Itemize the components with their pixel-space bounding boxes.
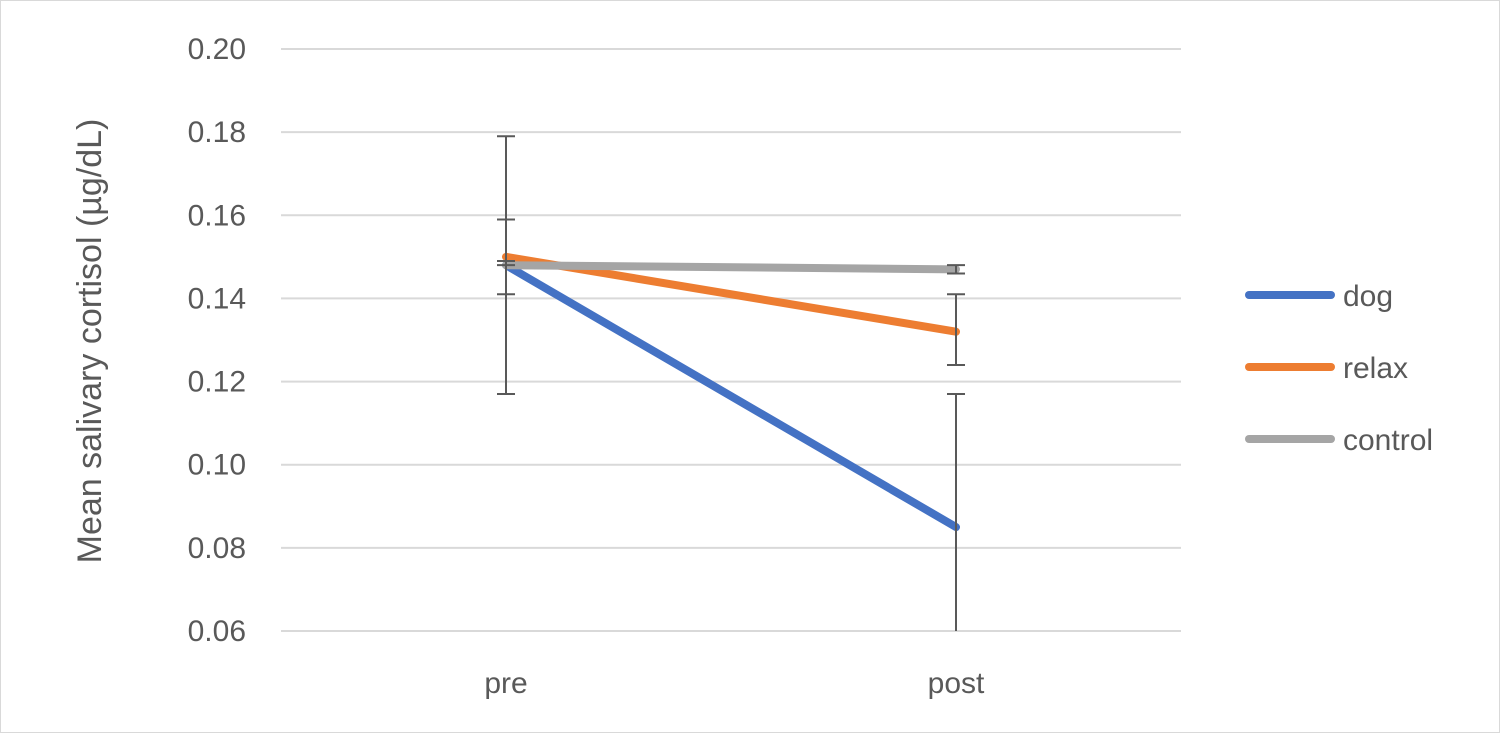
series-line-dog — [502, 261, 960, 532]
y-tick-label: 0.20 — [188, 33, 246, 66]
y-axis-title: Mean salivary cortisol (µg/dL) — [71, 119, 109, 564]
y-axis-tick-labels: 0.20 0.18 0.16 0.14 0.12 0.10 0.08 0.06 — [188, 33, 246, 648]
x-tick-label: pre — [484, 667, 527, 700]
y-tick-label: 0.16 — [188, 199, 246, 232]
legend-item-control: control — [1245, 424, 1433, 457]
error-bar-relax — [947, 293, 965, 366]
x-axis-tick-labels: pre post — [484, 667, 985, 700]
gridlines — [281, 48, 1181, 632]
legend-item-relax: relax — [1245, 352, 1408, 385]
y-tick-label: 0.10 — [188, 449, 246, 482]
error-bar-relax — [497, 218, 515, 296]
error-bar-dog — [947, 393, 965, 631]
y-tick-label: 0.06 — [188, 615, 246, 648]
y-tick-label: 0.12 — [188, 366, 246, 399]
y-tick-label: 0.14 — [188, 282, 246, 315]
y-tick-label: 0.08 — [188, 532, 246, 565]
y-tick-label: 0.18 — [188, 116, 246, 149]
error-bar-control — [947, 264, 965, 275]
error-bars — [497, 135, 965, 631]
legend-label: control — [1343, 424, 1433, 457]
error-bar-control — [497, 260, 515, 267]
legend-item-dog: dog — [1245, 280, 1393, 313]
x-tick-label: post — [928, 667, 985, 700]
legend-label: relax — [1343, 352, 1408, 385]
series-lines — [502, 252, 960, 532]
legend-label: dog — [1343, 280, 1393, 313]
series-line-control — [502, 261, 960, 274]
legend: dog relax control — [1245, 280, 1433, 457]
